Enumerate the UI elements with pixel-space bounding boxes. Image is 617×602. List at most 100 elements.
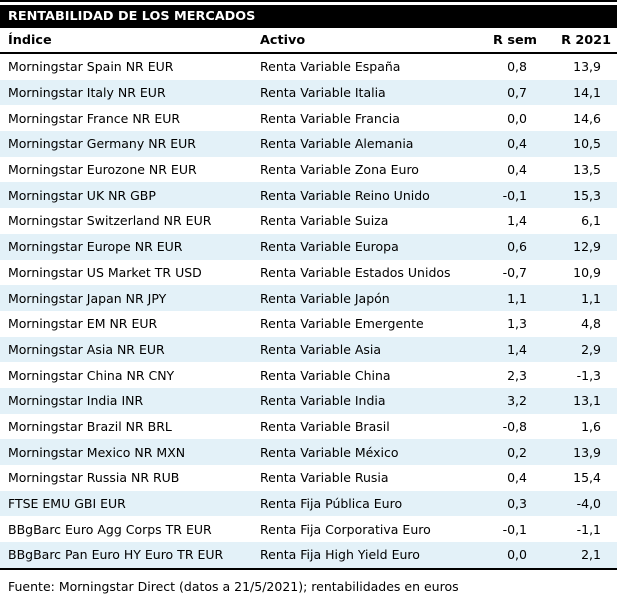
- table-row: Morningstar Europe NR EUR Renta Variable…: [0, 233, 617, 260]
- r-sem-cell: -0,1: [460, 182, 543, 209]
- r-2021-cell: 4,8: [581, 316, 601, 332]
- index-name-cell: Morningstar EM NR EUR: [8, 316, 158, 332]
- asset-cell: Renta Variable Asia: [260, 336, 460, 363]
- asset-cell: Renta Variable Europa: [260, 233, 460, 260]
- table-row: BBgBarc Euro Agg Corps TR EUR Renta Fija…: [0, 516, 617, 542]
- r-sem-cell: 0,4: [507, 470, 527, 486]
- table-header: Índice Activo R sem R 2021: [0, 28, 617, 54]
- asset-cell: Renta Fija High Yield Euro: [260, 542, 460, 570]
- asset-cell: Renta Variable Reino Unido: [260, 182, 460, 209]
- index-name-cell: Morningstar Spain NR EUR: [8, 59, 174, 75]
- index-name-cell: Morningstar UK NR GBP: [0, 182, 260, 209]
- index-name-cell: BBgBarc Pan Euro HY Euro TR EUR: [0, 542, 260, 570]
- asset-cell: Renta Variable Estados Unidos: [260, 264, 451, 280]
- asset-cell: Renta Variable Zona Euro: [260, 162, 419, 178]
- r-2021-cell: 2,9: [543, 336, 617, 363]
- table-row: Morningstar Switzerland NR EUR Renta Var…: [0, 208, 617, 234]
- r-sem-cell: 0,7: [460, 79, 543, 106]
- source-note: Fuente: Morningstar Direct (datos a 21/5…: [8, 578, 459, 594]
- table-row: Morningstar US Market TR USD Renta Varia…: [0, 260, 617, 286]
- r-sem-cell: 1,1: [460, 285, 543, 311]
- asset-cell: Renta Variable Emergente: [260, 316, 424, 332]
- top-rule: [0, 0, 617, 2]
- table-row: Morningstar UK NR GBP Renta Variable Rei…: [0, 182, 617, 209]
- asset-cell: Renta Variable España: [260, 59, 401, 75]
- index-name-cell: Morningstar Eurozone NR EUR: [8, 162, 197, 178]
- r-sem-cell: 0,4: [507, 162, 527, 178]
- table-row: Morningstar Germany NR EUR Renta Variabl…: [0, 131, 617, 157]
- panel-title: RENTABILIDAD DE LOS MERCADOS: [0, 5, 617, 28]
- asset-cell: Renta Variable Francia: [260, 110, 400, 126]
- r-2021-cell: 1,1: [543, 285, 617, 311]
- index-name-cell: Morningstar Germany NR EUR: [0, 131, 260, 157]
- asset-cell: Renta Fija Corporativa Euro: [260, 521, 431, 537]
- table-row: Morningstar Asia NR EUR Renta Variable A…: [0, 336, 617, 363]
- r-2021-cell: 1,6: [581, 418, 601, 434]
- table-row: Morningstar China NR CNY Renta Variable …: [0, 362, 617, 388]
- header-row: Índice Activo R sem R 2021: [0, 28, 617, 54]
- asset-cell: Renta Variable Alemania: [260, 131, 460, 157]
- asset-cell: Renta Variable México: [260, 439, 460, 465]
- r-sem-cell: 0,0: [507, 110, 527, 126]
- index-name-cell: Morningstar US Market TR USD: [8, 264, 202, 280]
- r-sem-cell: 0,6: [460, 233, 543, 260]
- table-row: BBgBarc Pan Euro HY Euro TR EUR Renta Fi…: [0, 542, 617, 570]
- asset-cell: Renta Variable India: [260, 387, 460, 414]
- table-row: Morningstar Italy NR EUR Renta Variable …: [0, 79, 617, 106]
- r-sem-cell: 3,2: [460, 387, 543, 414]
- index-name-cell: Morningstar Brazil NR BRL: [8, 418, 172, 434]
- r-sem-cell: 0,4: [460, 131, 543, 157]
- r-2021-cell: 13,1: [543, 387, 617, 414]
- r-2021-cell: 13,9: [573, 59, 601, 75]
- r-2021-cell: 14,1: [543, 79, 617, 106]
- r-sem-cell: 0,0: [460, 542, 543, 570]
- markets-table: Índice Activo R sem R 2021 Morningstar S…: [0, 28, 617, 570]
- r-sem-cell: 0,8: [507, 59, 527, 75]
- table-row: FTSE EMU GBI EUR Renta Fija Pública Euro…: [0, 490, 617, 517]
- column-header-r-sem: R sem: [460, 28, 543, 54]
- r-sem-cell: 0,2: [460, 439, 543, 465]
- asset-cell: Renta Variable Rusia: [260, 470, 389, 486]
- asset-cell: Renta Variable Japón: [260, 285, 460, 311]
- r-2021-cell: 15,4: [573, 470, 601, 486]
- r-sem-cell: 1,4: [460, 336, 543, 363]
- index-name-cell: Morningstar China NR CNY: [8, 367, 175, 383]
- index-name-cell: Morningstar Europe NR EUR: [0, 233, 260, 260]
- index-name-cell: Morningstar Italy NR EUR: [0, 79, 260, 106]
- r-sem-cell: -0,7: [502, 264, 527, 280]
- r-2021-cell: 12,9: [543, 233, 617, 260]
- index-name-cell: Morningstar Japan NR JPY: [0, 285, 260, 311]
- column-header-indice: Índice: [0, 28, 260, 54]
- table-row: Morningstar Japan NR JPY Renta Variable …: [0, 285, 617, 311]
- r-2021-cell: 15,3: [543, 182, 617, 209]
- r-sem-cell: 0,3: [460, 490, 543, 517]
- r-2021-cell: -1,1: [576, 521, 601, 537]
- index-name-cell: Morningstar Switzerland NR EUR: [8, 213, 212, 229]
- r-sem-cell: -0,1: [502, 521, 527, 537]
- r-2021-cell: 10,5: [543, 131, 617, 157]
- asset-cell: Renta Variable Italia: [260, 79, 460, 106]
- table-row: Morningstar France NR EUR Renta Variable…: [0, 105, 617, 131]
- r-2021-cell: -1,3: [576, 367, 601, 383]
- asset-cell: Renta Variable Suiza: [260, 213, 389, 229]
- column-header-r-2021: R 2021: [543, 28, 617, 54]
- r-2021-cell: 10,9: [573, 264, 601, 280]
- r-2021-cell: 14,6: [573, 110, 601, 126]
- index-name-cell: Morningstar Russia NR RUB: [8, 470, 180, 486]
- column-header-activo: Activo: [260, 28, 460, 54]
- r-2021-cell: 13,5: [573, 162, 601, 178]
- r-2021-cell: 6,1: [581, 213, 601, 229]
- r-sem-cell: 1,4: [507, 213, 527, 229]
- table-row: Morningstar Eurozone NR EUR Renta Variab…: [0, 157, 617, 183]
- table-body: Morningstar Spain NR EUR Renta Variable …: [0, 53, 617, 570]
- r-sem-cell: 2,3: [507, 367, 527, 383]
- table-row: Morningstar India INR Renta Variable Ind…: [0, 387, 617, 414]
- index-name-cell: Morningstar India INR: [0, 387, 260, 414]
- index-name-cell: FTSE EMU GBI EUR: [0, 490, 260, 517]
- table-row: Morningstar Mexico NR MXN Renta Variable…: [0, 439, 617, 465]
- r-sem-cell: 1,3: [507, 316, 527, 332]
- asset-cell: Renta Variable Brasil: [260, 418, 390, 434]
- table-row: Morningstar Brazil NR BRL Renta Variable…: [0, 414, 617, 440]
- index-name-cell: Morningstar Mexico NR MXN: [0, 439, 260, 465]
